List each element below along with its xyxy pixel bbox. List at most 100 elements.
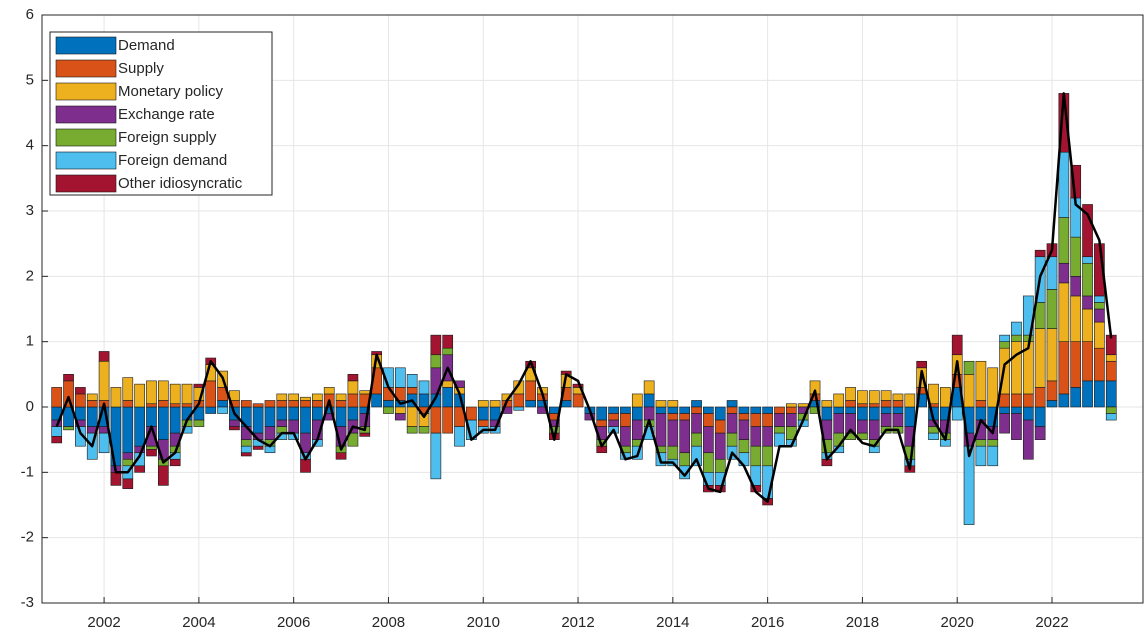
bar-segment — [1094, 321, 1105, 349]
bar-segment — [394, 367, 406, 388]
bar-segment — [430, 432, 442, 480]
bar-segment — [572, 393, 584, 408]
bar-segment — [394, 413, 406, 421]
bar-segment — [288, 393, 300, 401]
bar-segment — [157, 380, 169, 401]
bar-segment — [406, 387, 418, 395]
bar-segment — [169, 406, 181, 434]
bar-segment — [1070, 276, 1082, 297]
bar-segment — [596, 406, 608, 421]
bar-segment — [951, 406, 963, 421]
bar-segment — [679, 465, 691, 480]
bar-segment — [240, 439, 252, 447]
x-tick-label: 2006 — [277, 614, 310, 631]
y-tick-label: -2 — [21, 529, 34, 546]
bar-segment — [383, 400, 394, 408]
bar-segment — [821, 400, 833, 408]
x-tick-label: 2012 — [561, 614, 594, 631]
bar-segment — [774, 413, 785, 427]
bar-segment — [1105, 380, 1117, 408]
bar-segment — [679, 413, 691, 421]
bar-segment — [347, 432, 359, 447]
bar-segment — [217, 406, 228, 414]
bar-segment — [86, 406, 98, 427]
bar-segment — [868, 403, 880, 408]
bar-segment — [1034, 426, 1046, 440]
bar-segment — [679, 419, 691, 454]
bar-segment — [98, 351, 110, 362]
bar-segment — [217, 400, 228, 408]
bar-segment — [146, 403, 157, 408]
bar-segment — [655, 406, 667, 414]
bar-segment — [762, 413, 773, 427]
bar-segment — [1011, 406, 1022, 414]
bar-segment — [975, 360, 987, 401]
legend-swatch — [55, 36, 117, 55]
bar-segment — [1058, 341, 1070, 395]
bar-segment — [975, 439, 987, 447]
bar-segment — [146, 406, 157, 427]
bar-segment — [181, 383, 193, 405]
bar-segment — [335, 452, 347, 460]
bar-segment — [1058, 282, 1070, 342]
bar-segment — [489, 400, 501, 408]
bar-segment — [51, 387, 63, 408]
bar-segment — [726, 406, 738, 414]
bar-segment — [714, 406, 726, 421]
bar-segment — [122, 458, 134, 467]
bar-segment — [691, 413, 702, 434]
bar-segment — [785, 413, 797, 427]
bar-segment — [999, 393, 1010, 408]
bar-segment — [312, 393, 323, 401]
bar-segment — [1094, 295, 1105, 303]
bar-segment — [762, 445, 773, 467]
bar-segment — [430, 406, 442, 434]
bar-segment — [667, 413, 679, 421]
bar-segment — [821, 406, 833, 421]
bar-segment — [1094, 347, 1105, 382]
bar-segment — [750, 445, 762, 467]
bar-segment — [229, 419, 240, 427]
bar-segment — [999, 334, 1010, 342]
bar-segment — [963, 360, 975, 375]
bar-segment — [845, 400, 856, 408]
bar-segment — [691, 445, 702, 467]
bar-segment — [880, 400, 892, 408]
bar-segment — [1058, 393, 1070, 408]
bar-segment — [276, 406, 288, 421]
bar-segment — [276, 393, 288, 401]
bar-segment — [1034, 249, 1046, 258]
bar-segment — [110, 472, 122, 486]
bar-segment — [857, 419, 868, 434]
bar-segment — [477, 419, 489, 427]
bar-segment — [406, 374, 418, 388]
bar-segment — [679, 406, 691, 414]
bar-segment — [122, 400, 134, 408]
bar-segment — [466, 406, 477, 421]
bar-segment — [1022, 393, 1034, 408]
bar-segment — [240, 452, 252, 457]
bar-segment — [347, 374, 359, 382]
bar-segment — [892, 400, 904, 408]
y-tick-label: -3 — [21, 594, 34, 611]
bar-segment — [157, 400, 169, 408]
bar-segment — [904, 393, 916, 408]
bar-segment — [667, 419, 679, 447]
bar-segment — [1034, 406, 1046, 427]
bar-segment — [880, 413, 892, 427]
legend-swatch — [55, 105, 117, 124]
total-line — [55, 92, 1113, 503]
bar-segment — [1070, 295, 1082, 342]
bar-segment — [442, 334, 454, 349]
bar-segment — [880, 390, 892, 401]
bar-segment — [1046, 256, 1058, 290]
bar-segment — [146, 449, 157, 457]
bar-segment — [928, 432, 939, 440]
legend-label: Foreign supply — [118, 129, 217, 146]
bar-segment — [845, 387, 856, 401]
bar-segment — [833, 413, 845, 434]
bar-segment — [418, 393, 430, 408]
bar-segment — [1105, 406, 1117, 414]
bar-segment — [394, 406, 406, 414]
bar-segment — [714, 419, 726, 434]
